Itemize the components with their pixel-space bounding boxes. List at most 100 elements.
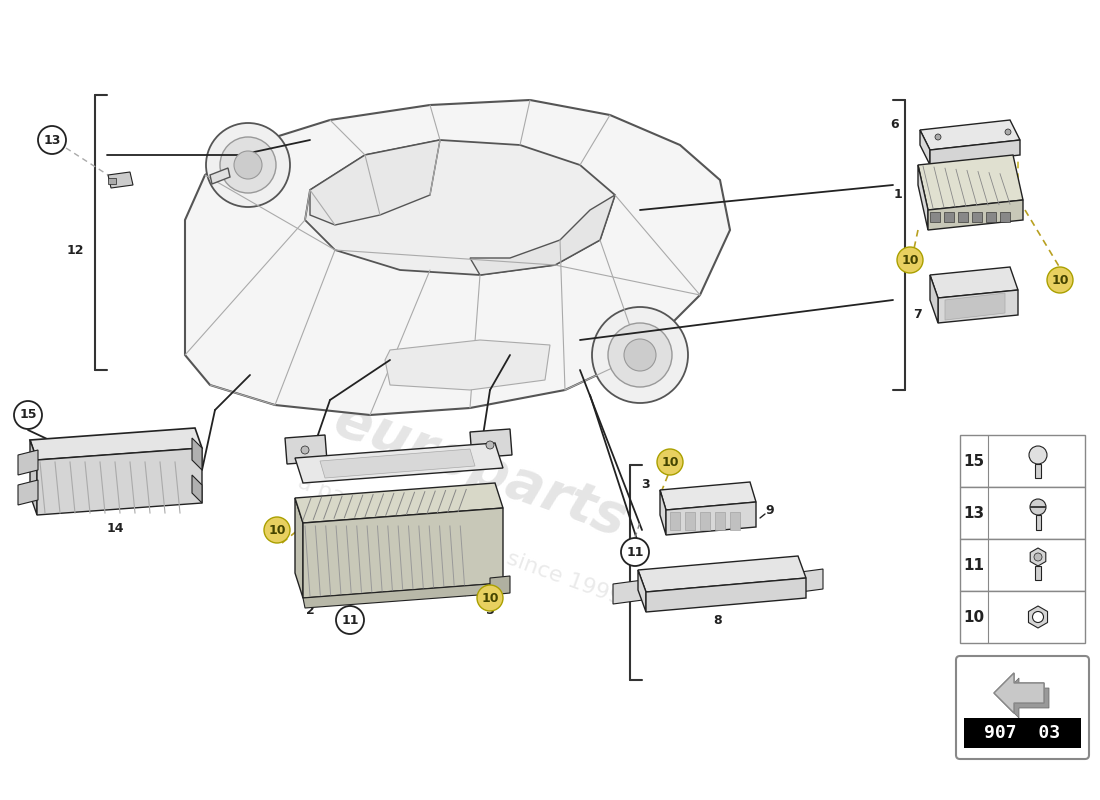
FancyBboxPatch shape	[956, 656, 1089, 759]
Bar	[730, 512, 740, 530]
Polygon shape	[945, 293, 1005, 320]
Bar	[944, 212, 954, 222]
Bar	[1000, 212, 1010, 222]
Bar	[972, 212, 982, 222]
Polygon shape	[660, 482, 756, 510]
Circle shape	[1028, 446, 1047, 464]
Bar	[1035, 566, 1041, 580]
Circle shape	[608, 323, 672, 387]
Polygon shape	[37, 448, 202, 515]
Polygon shape	[490, 576, 510, 595]
Circle shape	[1034, 553, 1042, 561]
Text: 10: 10	[482, 591, 498, 605]
Text: 10: 10	[901, 254, 918, 266]
Circle shape	[1047, 267, 1072, 293]
Polygon shape	[470, 195, 615, 275]
Bar	[670, 512, 680, 530]
Text: 10: 10	[964, 610, 984, 625]
Polygon shape	[930, 140, 1020, 165]
Polygon shape	[470, 429, 512, 458]
Polygon shape	[666, 502, 756, 535]
Polygon shape	[305, 140, 615, 275]
Bar	[964, 718, 1081, 748]
Polygon shape	[192, 438, 202, 470]
Bar	[685, 512, 695, 530]
Bar	[960, 591, 1085, 643]
Circle shape	[657, 449, 683, 475]
Text: europarts: europarts	[327, 392, 634, 548]
Polygon shape	[302, 583, 505, 608]
Polygon shape	[320, 449, 475, 478]
Polygon shape	[660, 490, 666, 535]
Polygon shape	[793, 569, 823, 593]
Polygon shape	[310, 140, 440, 225]
Bar	[960, 487, 1085, 539]
Polygon shape	[192, 475, 202, 503]
Circle shape	[592, 307, 688, 403]
Polygon shape	[302, 508, 503, 598]
Polygon shape	[30, 428, 202, 460]
Polygon shape	[920, 130, 929, 165]
Polygon shape	[295, 483, 503, 523]
Circle shape	[935, 134, 940, 140]
Text: 13: 13	[43, 134, 60, 146]
Circle shape	[621, 538, 649, 566]
Circle shape	[624, 339, 656, 371]
Text: 5: 5	[485, 603, 494, 617]
Text: 15: 15	[964, 454, 984, 469]
Polygon shape	[638, 570, 646, 612]
Polygon shape	[918, 165, 928, 230]
Text: 8: 8	[714, 614, 723, 626]
Bar	[960, 435, 1085, 487]
Circle shape	[39, 126, 66, 154]
Bar	[960, 539, 1085, 591]
Polygon shape	[638, 556, 806, 592]
Circle shape	[1005, 129, 1011, 135]
Text: 10: 10	[1052, 274, 1069, 286]
Text: 6: 6	[891, 118, 900, 131]
Text: 12: 12	[66, 243, 84, 257]
Text: 13: 13	[964, 506, 984, 521]
Text: 11: 11	[341, 614, 359, 626]
Polygon shape	[613, 580, 644, 604]
Polygon shape	[185, 100, 730, 415]
Text: 14: 14	[107, 522, 123, 534]
Text: 9: 9	[766, 503, 774, 517]
Polygon shape	[30, 440, 37, 515]
Polygon shape	[1031, 548, 1046, 566]
Circle shape	[1030, 499, 1046, 515]
Polygon shape	[920, 120, 1020, 150]
Bar	[700, 512, 710, 530]
Bar	[958, 212, 968, 222]
Bar	[1035, 515, 1041, 530]
Bar	[108, 178, 115, 184]
Text: 11: 11	[964, 558, 984, 573]
Text: 15: 15	[20, 409, 36, 422]
Polygon shape	[210, 168, 230, 184]
Polygon shape	[295, 443, 503, 483]
Polygon shape	[994, 673, 1044, 713]
Polygon shape	[18, 450, 38, 475]
Text: a passion for parts, since 1999: a passion for parts, since 1999	[295, 472, 625, 608]
Text: 3: 3	[640, 478, 649, 491]
Circle shape	[220, 137, 276, 193]
Circle shape	[477, 585, 503, 611]
Circle shape	[264, 517, 290, 543]
Text: 10: 10	[661, 455, 679, 469]
Polygon shape	[646, 578, 806, 612]
Polygon shape	[928, 200, 1023, 230]
Circle shape	[234, 151, 262, 179]
Polygon shape	[1028, 606, 1047, 628]
Polygon shape	[385, 340, 550, 390]
Bar	[930, 212, 940, 222]
Text: 907  03: 907 03	[983, 724, 1060, 742]
Circle shape	[206, 123, 290, 207]
Polygon shape	[938, 290, 1018, 323]
Polygon shape	[999, 678, 1049, 718]
Polygon shape	[285, 435, 327, 464]
Text: 1: 1	[893, 189, 902, 202]
Circle shape	[1033, 611, 1044, 622]
Polygon shape	[108, 172, 133, 188]
Polygon shape	[18, 480, 38, 505]
Polygon shape	[295, 498, 302, 598]
